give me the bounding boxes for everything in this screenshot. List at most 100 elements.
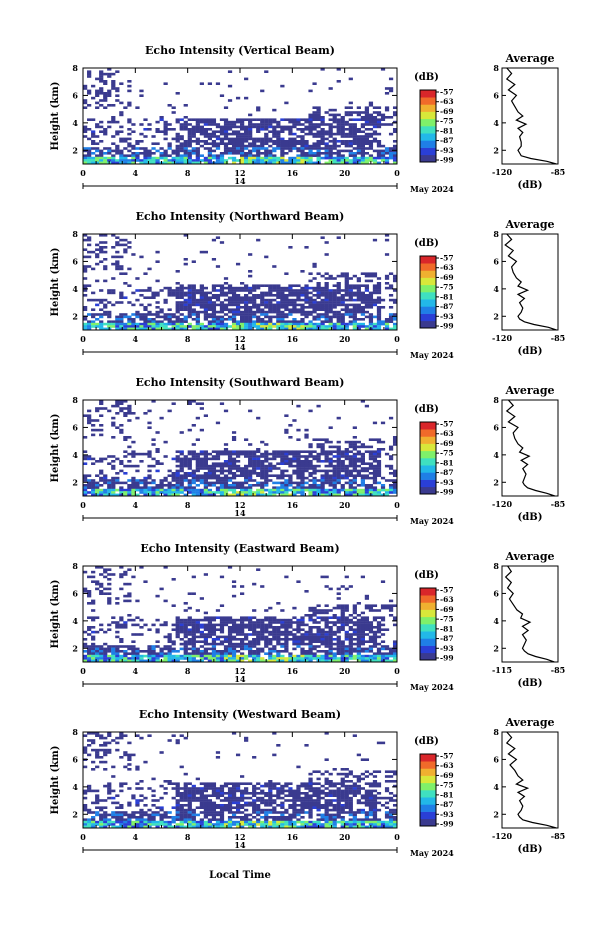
heatmap-cell <box>219 241 225 244</box>
heatmap-cell <box>215 474 221 477</box>
heatmap-cell <box>288 120 293 124</box>
heatmap-cell <box>203 128 208 131</box>
heatmap-cell <box>364 286 370 290</box>
heatmap-cell <box>268 152 273 155</box>
heatmap-cell <box>248 298 253 302</box>
heatmap-cell <box>99 652 104 655</box>
heatmap-cell <box>107 479 112 482</box>
heatmap-cell <box>163 159 168 162</box>
heatmap-cell <box>240 296 245 299</box>
heatmap-cell <box>175 149 180 153</box>
heatmap-cell <box>328 440 333 444</box>
heatmap-cell <box>187 657 192 660</box>
heatmap-cell <box>308 443 313 446</box>
heatmap-cell <box>392 140 398 143</box>
heatmap-cell <box>340 322 345 326</box>
heatmap-cell <box>272 481 277 485</box>
heatmap-cell <box>199 452 204 456</box>
heatmap-cell <box>280 630 285 634</box>
heatmap-cell <box>203 626 208 629</box>
heatmap-cell <box>191 647 196 651</box>
heatmap-cell <box>332 481 337 485</box>
heatmap-cell <box>227 650 233 653</box>
heatmap-cell <box>316 630 321 634</box>
heatmap-cell <box>332 294 337 297</box>
heatmap-cell <box>336 313 341 316</box>
heatmap-cell <box>316 604 321 607</box>
heatmap-cell <box>163 161 168 165</box>
heatmap-cell <box>195 455 200 458</box>
heatmap-cell <box>300 147 305 150</box>
heatmap-cell <box>203 298 208 302</box>
heatmap-cell <box>183 104 188 107</box>
heatmap-cell <box>316 132 321 136</box>
heatmap-cell <box>300 289 305 292</box>
heatmap-cell <box>244 159 249 162</box>
heatmap-cell <box>356 602 361 605</box>
heatmap-cell <box>392 472 398 475</box>
heatmap-cell <box>280 296 285 299</box>
heatmap-cell <box>300 130 305 133</box>
colorbar: -57-63-69-75-81-87-93-99 <box>419 420 454 497</box>
heatmap-cell <box>83 455 88 458</box>
heatmap-cell <box>199 476 204 480</box>
heatmap-cell <box>163 82 168 85</box>
heatmap-cell <box>223 635 229 639</box>
heatmap-cell <box>328 156 333 160</box>
heatmap-cell <box>292 147 297 150</box>
heatmap-cell <box>115 654 120 658</box>
heatmap-cell <box>119 460 124 463</box>
heatmap-cell <box>107 89 112 93</box>
heatmap-cell <box>320 654 325 658</box>
heatmap-cell <box>388 448 394 451</box>
heatmap-cell <box>119 488 124 492</box>
heatmap-cell <box>276 626 281 629</box>
heatmap-cell <box>231 291 237 295</box>
colorbar-swatch <box>420 270 436 278</box>
heatmap-cell <box>388 457 394 461</box>
heatmap-cell <box>127 315 132 319</box>
heatmap-cell <box>107 152 112 155</box>
profile-x-tick-label: -85 <box>551 665 565 675</box>
heatmap-cell <box>268 303 273 307</box>
heatmap-cell <box>111 118 116 121</box>
heatmap-cell <box>179 161 184 165</box>
heatmap-cell <box>268 322 273 326</box>
heatmap-cell <box>384 253 390 256</box>
heatmap-cell <box>388 445 394 449</box>
heatmap-cell <box>328 140 333 143</box>
heatmap-cell <box>368 274 374 278</box>
heatmap-cell <box>83 234 88 237</box>
heatmap-cell <box>296 623 301 627</box>
heatmap-cell <box>195 438 200 441</box>
heatmap-cell <box>207 308 213 311</box>
heatmap-cell <box>195 325 200 328</box>
heatmap-cell <box>272 493 277 497</box>
heatmap-cell <box>252 633 257 636</box>
heatmap-cell <box>356 156 361 160</box>
heatmap-cell <box>320 128 325 131</box>
profile-y-tick-label: 6 <box>493 90 499 100</box>
heatmap-cell <box>352 491 357 494</box>
heatmap-cell <box>111 493 116 497</box>
heatmap-cell <box>284 481 289 485</box>
heatmap-cell <box>83 654 88 658</box>
colorbar-tick-label: -87 <box>440 634 454 643</box>
heatmap-cell <box>179 484 184 487</box>
heatmap-cell <box>308 462 313 465</box>
heatmap-cell <box>219 575 225 579</box>
heatmap-cell <box>252 450 257 453</box>
heatmap-cell <box>211 130 217 133</box>
heatmap-cell <box>171 137 176 141</box>
heatmap-cell <box>179 479 184 482</box>
heatmap-cell <box>143 412 148 415</box>
heatmap-cell <box>240 123 245 126</box>
heatmap-cell <box>127 592 132 595</box>
heatmap-cell <box>320 640 325 643</box>
heatmap-cell <box>380 320 386 323</box>
heatmap-cell <box>300 161 305 165</box>
heatmap-cell <box>272 308 277 311</box>
heatmap-cell <box>360 322 365 326</box>
heatmap-cell <box>195 464 200 468</box>
heatmap-cell <box>332 450 337 453</box>
